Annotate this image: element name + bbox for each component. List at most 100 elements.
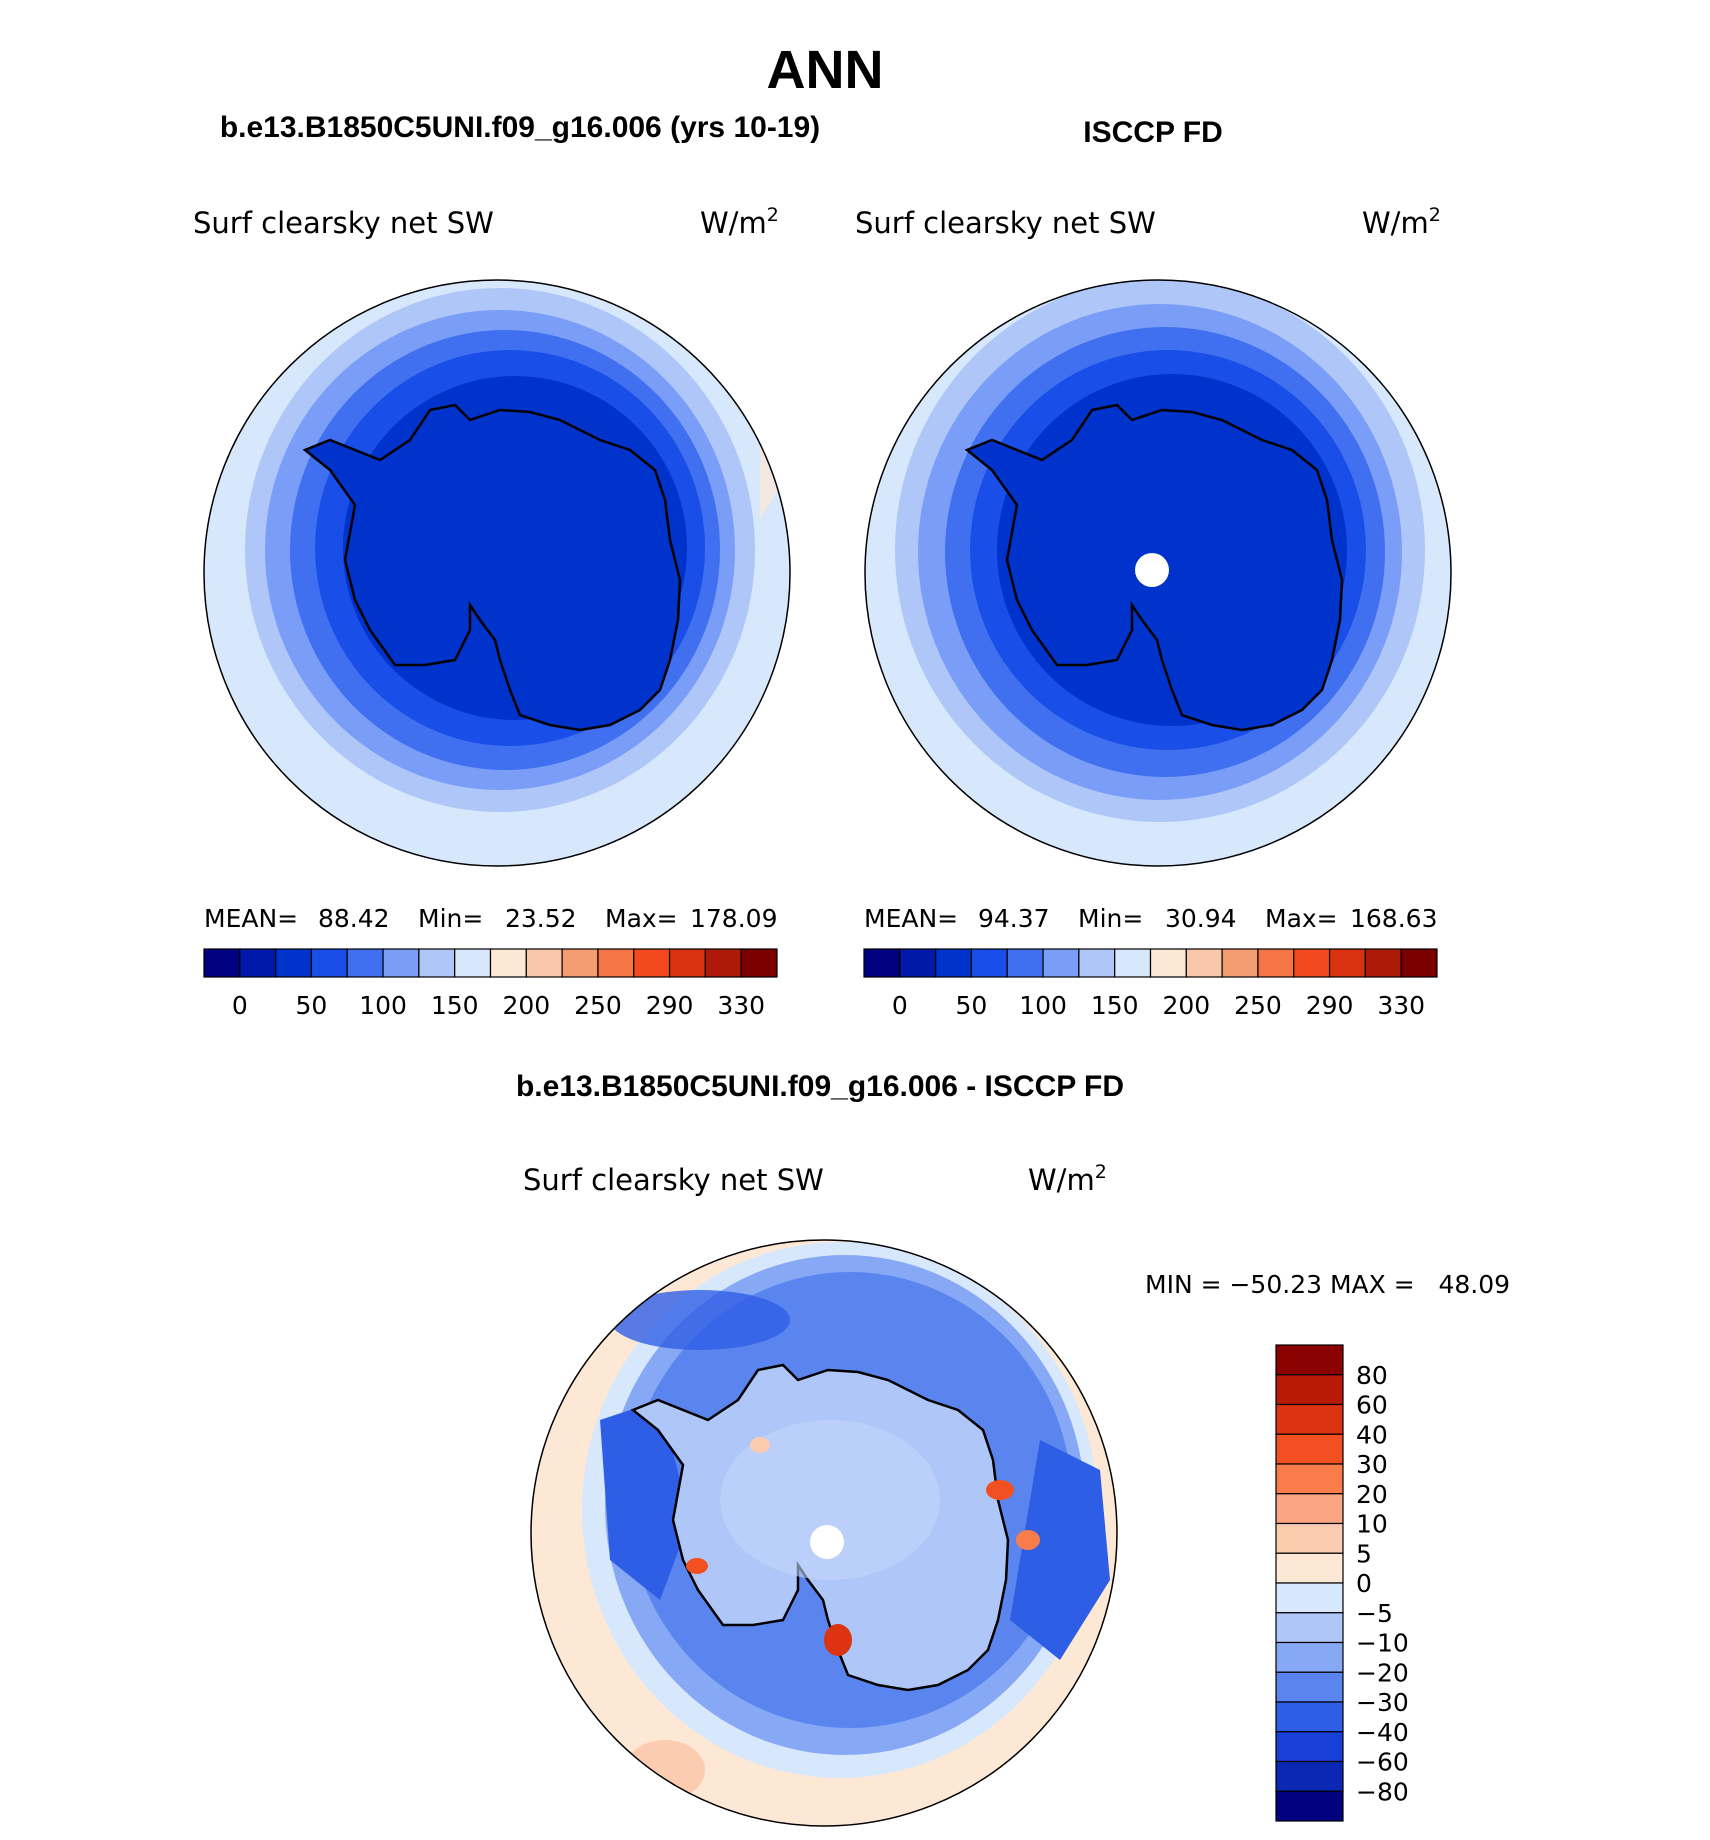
diff-colorbar-swatch: [1275, 1790, 1344, 1822]
diff-colorbar-swatch: [1275, 1552, 1344, 1584]
panel-a-case-title: b.e13.B1850C5UNI.f09_g16.006 (yrs 10-19): [220, 111, 820, 144]
diff-colorbar-label: −20: [1356, 1658, 1409, 1687]
panel-a-mean-value: 88.42: [318, 904, 390, 933]
panel-a-units-exp: 2: [767, 204, 779, 226]
diff-colorbar-swatch: [1275, 1493, 1344, 1525]
panel-b-map: [864, 279, 1452, 867]
panel-b-colorbar-swatch: [1257, 948, 1295, 978]
panel-b-colorbar-swatch: [1078, 948, 1116, 978]
panel-a-colorbar-label: 250: [574, 991, 622, 1020]
panel-a-colorbar-label: 290: [646, 991, 694, 1020]
diff-colorbar-label: −60: [1356, 1748, 1409, 1777]
diff-colorbar-label: 5: [1356, 1539, 1372, 1568]
panel-b-colorbar-swatch: [863, 948, 901, 978]
panel-b-colorbar-label: 150: [1091, 991, 1139, 1020]
diff-colorbar-swatch: [1275, 1344, 1344, 1376]
diff-colorbar-label: 20: [1356, 1480, 1388, 1509]
panel-b-colorbar-swatch: [1293, 948, 1331, 978]
diff-min-max: MIN = −50.23 MAX = 48.09: [1145, 1270, 1510, 1299]
panel-a-colorbar-swatch: [418, 948, 456, 978]
panel-b-units: W/m2: [1362, 204, 1441, 240]
panel-a-antarctica-outline: [302, 403, 682, 732]
panel-a-colorbar-swatch: [489, 948, 527, 978]
diff-colorbar-label: −80: [1356, 1777, 1409, 1806]
panel-b-max-label: Max=: [1265, 904, 1338, 933]
panel-b-colorbar: 0 50 100 150 200 250 290 330: [863, 948, 1438, 1020]
panel-b-colorbar-swatch: [1400, 948, 1438, 978]
diff-units-base: W/m: [1028, 1163, 1095, 1197]
diff-colorbar-swatch: [1275, 1374, 1344, 1406]
diff-colorbar-label: −5: [1356, 1599, 1393, 1628]
panel-a-colorbar-swatch: [525, 948, 563, 978]
panel-b-colorbar-swatch: [1114, 948, 1152, 978]
diff-colorbar-swatch: [1275, 1403, 1344, 1435]
panel-b-colorbar-swatch: [1042, 948, 1080, 978]
panel-b-colorbar-label: 0: [892, 991, 908, 1020]
panel-a-colorbar-swatch: [740, 948, 778, 978]
panel-b-case-title: ISCCP FD: [1083, 116, 1222, 149]
panel-a-colorbar-swatch: [275, 948, 313, 978]
panel-a-colorbar-swatch: [382, 948, 420, 978]
diff-colorbar-label: −40: [1356, 1718, 1409, 1747]
panel-b-colorbar-swatch: [935, 948, 973, 978]
panel-a-colorbar-swatch: [597, 948, 635, 978]
panel-b-colorbar-label: 250: [1234, 991, 1282, 1020]
diff-pole-hole: [810, 1525, 844, 1559]
season-title: ANN: [767, 40, 884, 100]
panel-b-colorbar-swatch: [1328, 948, 1366, 978]
panel-a-units-base: W/m: [700, 206, 767, 240]
panel-a-stats: MEAN= 88.42 Min= 23.52 Max= 178.09: [204, 904, 777, 933]
diff-colorbar-label: 10: [1356, 1510, 1388, 1539]
diff-colorbar-swatch: [1275, 1701, 1344, 1733]
panel-b-variable: Surf clearsky net SW: [855, 206, 1156, 240]
diff-colorbar-swatch: [1275, 1731, 1344, 1763]
diff-colorbar-label: −30: [1356, 1688, 1409, 1717]
panel-b-colorbar-label: 50: [956, 991, 988, 1020]
diff-colorbar-swatch: [1275, 1760, 1344, 1792]
panel-a-colorbar-label: 0: [232, 991, 248, 1020]
diff-units: W/m2: [1028, 1161, 1107, 1197]
diff-colorbar-swatch: [1275, 1433, 1344, 1465]
panel-b-colorbar-swatch: [970, 948, 1008, 978]
panel-b-colorbar-swatch: [1006, 948, 1044, 978]
panel-a-colorbar-label: 330: [717, 991, 765, 1020]
diff-colorbar-label: 0: [1356, 1569, 1372, 1598]
diff-colorbar-swatch: [1275, 1582, 1344, 1614]
diff-units-exp: 2: [1095, 1161, 1107, 1183]
panel-b-mean-label: MEAN=: [864, 904, 958, 933]
panel-b-stats: MEAN= 94.37 Min= 30.94 Max= 168.63: [864, 904, 1437, 933]
panel-b-units-exp: 2: [1429, 204, 1441, 226]
panel-b-colorbar-label: 100: [1019, 991, 1067, 1020]
diff-colorbar-swatch: [1275, 1612, 1344, 1644]
panel-a-colorbar-swatch: [454, 948, 492, 978]
panel-a-min-label: Min=: [418, 904, 483, 933]
panel-a-colorbar-label: 150: [431, 991, 479, 1020]
panel-b-colorbar-label: 200: [1162, 991, 1210, 1020]
panel-a-colorbar-swatch: [561, 948, 599, 978]
panel-a-colorbar-swatch: [704, 948, 742, 978]
panel-a-colorbar-swatch: [633, 948, 671, 978]
panel-a-colorbar-swatch: [668, 948, 706, 978]
diff-colorbar-label: 40: [1356, 1420, 1388, 1449]
panel-b-colorbar-label: 330: [1377, 991, 1425, 1020]
diff-colorbar-label: 60: [1356, 1391, 1388, 1420]
panel-b-min-label: Min=: [1078, 904, 1143, 933]
panel-a-colorbar-swatch: [203, 948, 241, 978]
panel-b-min-value: 30.94: [1165, 904, 1237, 933]
panel-a-max-value: 178.09: [690, 904, 777, 933]
panel-a-colorbar-swatch: [239, 948, 277, 978]
diff-colorbar-swatch: [1275, 1463, 1344, 1495]
panel-a-min-value: 23.52: [505, 904, 577, 933]
panel-b-colorbar-swatch: [1364, 948, 1402, 978]
panel-a-variable: Surf clearsky net SW: [193, 206, 494, 240]
panel-b-pole-hole: [1135, 553, 1169, 587]
panel-b-units-base: W/m: [1362, 206, 1429, 240]
panel-a-colorbar-label: 200: [502, 991, 550, 1020]
diff-colorbar-swatch: [1275, 1641, 1344, 1673]
diff-colorbar-label: 30: [1356, 1450, 1388, 1479]
diff-colorbar-swatch: [1275, 1522, 1344, 1554]
panel-a-colorbar: 0 50 100 150 200 250 290 330: [203, 948, 778, 1020]
panel-b-mean-value: 94.37: [978, 904, 1050, 933]
